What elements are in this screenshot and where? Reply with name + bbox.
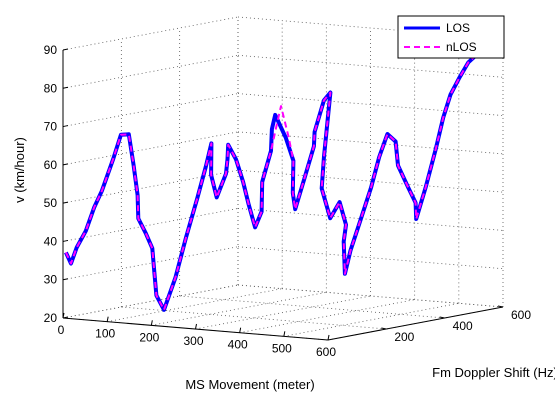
grid-line (62, 284, 239, 319)
x-tick-mark (239, 327, 242, 333)
y-tick-mark (439, 316, 445, 319)
x-tick-mark (327, 334, 330, 341)
x-tick-label: 200 (139, 330, 159, 344)
axes-box (62, 48, 504, 341)
grid-line (237, 54, 504, 78)
z-tick-mark (62, 201, 69, 204)
x-tick-mark (62, 312, 65, 319)
grid-line (237, 284, 504, 308)
grid-line (62, 246, 239, 281)
grid-line (62, 284, 239, 319)
z-tick-mark (62, 278, 69, 281)
z-tick-label: 20 (44, 311, 58, 325)
axis-edge (327, 306, 504, 341)
z-tick-label: 50 (44, 196, 58, 210)
grid-line (283, 302, 459, 337)
z-tick-label: 90 (44, 43, 58, 57)
z-axis-label: v (km/hour) (12, 137, 27, 203)
grid-line (62, 93, 239, 127)
z-tick-mark (62, 239, 69, 242)
y-axis-label: Fm Doppler Shift (Hz) (432, 365, 555, 380)
z-tick-mark (62, 163, 69, 166)
y-tick-label: 600 (511, 308, 531, 322)
legend-label-los: LOS (446, 21, 470, 35)
series-layer (64, 43, 489, 312)
grid-line (62, 54, 239, 89)
grid-line (62, 169, 239, 204)
y-tick-mark (381, 327, 387, 330)
x-tick-mark (195, 323, 197, 330)
x-tick-label: 400 (228, 338, 248, 352)
x-axis-label: MS Movement (meter) (185, 377, 314, 392)
z-tick-label: 40 (44, 234, 58, 248)
grid-line (237, 131, 504, 155)
grid-line (195, 295, 371, 330)
grid-line (239, 299, 415, 334)
grid-line (237, 93, 504, 116)
x-tick-label: 300 (183, 334, 203, 348)
z-tick-label: 60 (44, 158, 58, 172)
x-tick-label: 0 (58, 323, 65, 337)
y-tick-label: 400 (453, 319, 473, 333)
z-tick-mark (62, 48, 69, 51)
grid-line (62, 131, 239, 166)
y-tick-mark (497, 305, 504, 308)
grid-line (237, 16, 504, 40)
legend: LOS nLOS (397, 15, 505, 59)
x-tick-label: 100 (95, 327, 115, 341)
x-tick-label: 600 (316, 345, 336, 359)
grid-line (151, 291, 327, 326)
y-tick-label: 200 (394, 330, 414, 344)
z-tick-label: 30 (44, 273, 58, 287)
series-line-nlos (64, 44, 488, 311)
z-tick-label: 80 (44, 81, 58, 95)
x-tick-mark (106, 316, 109, 322)
tick-labels: 0 100 200 300 400 500 600 200 400 600 20 30 40 50 60 70… (44, 43, 532, 359)
x-tick-mark (283, 331, 286, 337)
grid-line (62, 208, 239, 242)
legend-box (397, 15, 505, 59)
grid-line (237, 246, 504, 270)
legend-label-nlos: nLOS (446, 40, 477, 54)
z-tick-mark (62, 86, 69, 89)
z-tick-mark (62, 125, 69, 128)
x-tick-mark (150, 320, 153, 326)
grid-line (107, 288, 283, 323)
grid-line (237, 169, 504, 193)
grid-layer (62, 16, 504, 341)
z-tick-mark (62, 316, 69, 319)
x-tick-label: 500 (272, 341, 292, 355)
z-tick-label: 70 (44, 120, 58, 134)
grid-line (179, 295, 445, 319)
series-line-los (64, 43, 489, 312)
grid-line (62, 16, 239, 51)
